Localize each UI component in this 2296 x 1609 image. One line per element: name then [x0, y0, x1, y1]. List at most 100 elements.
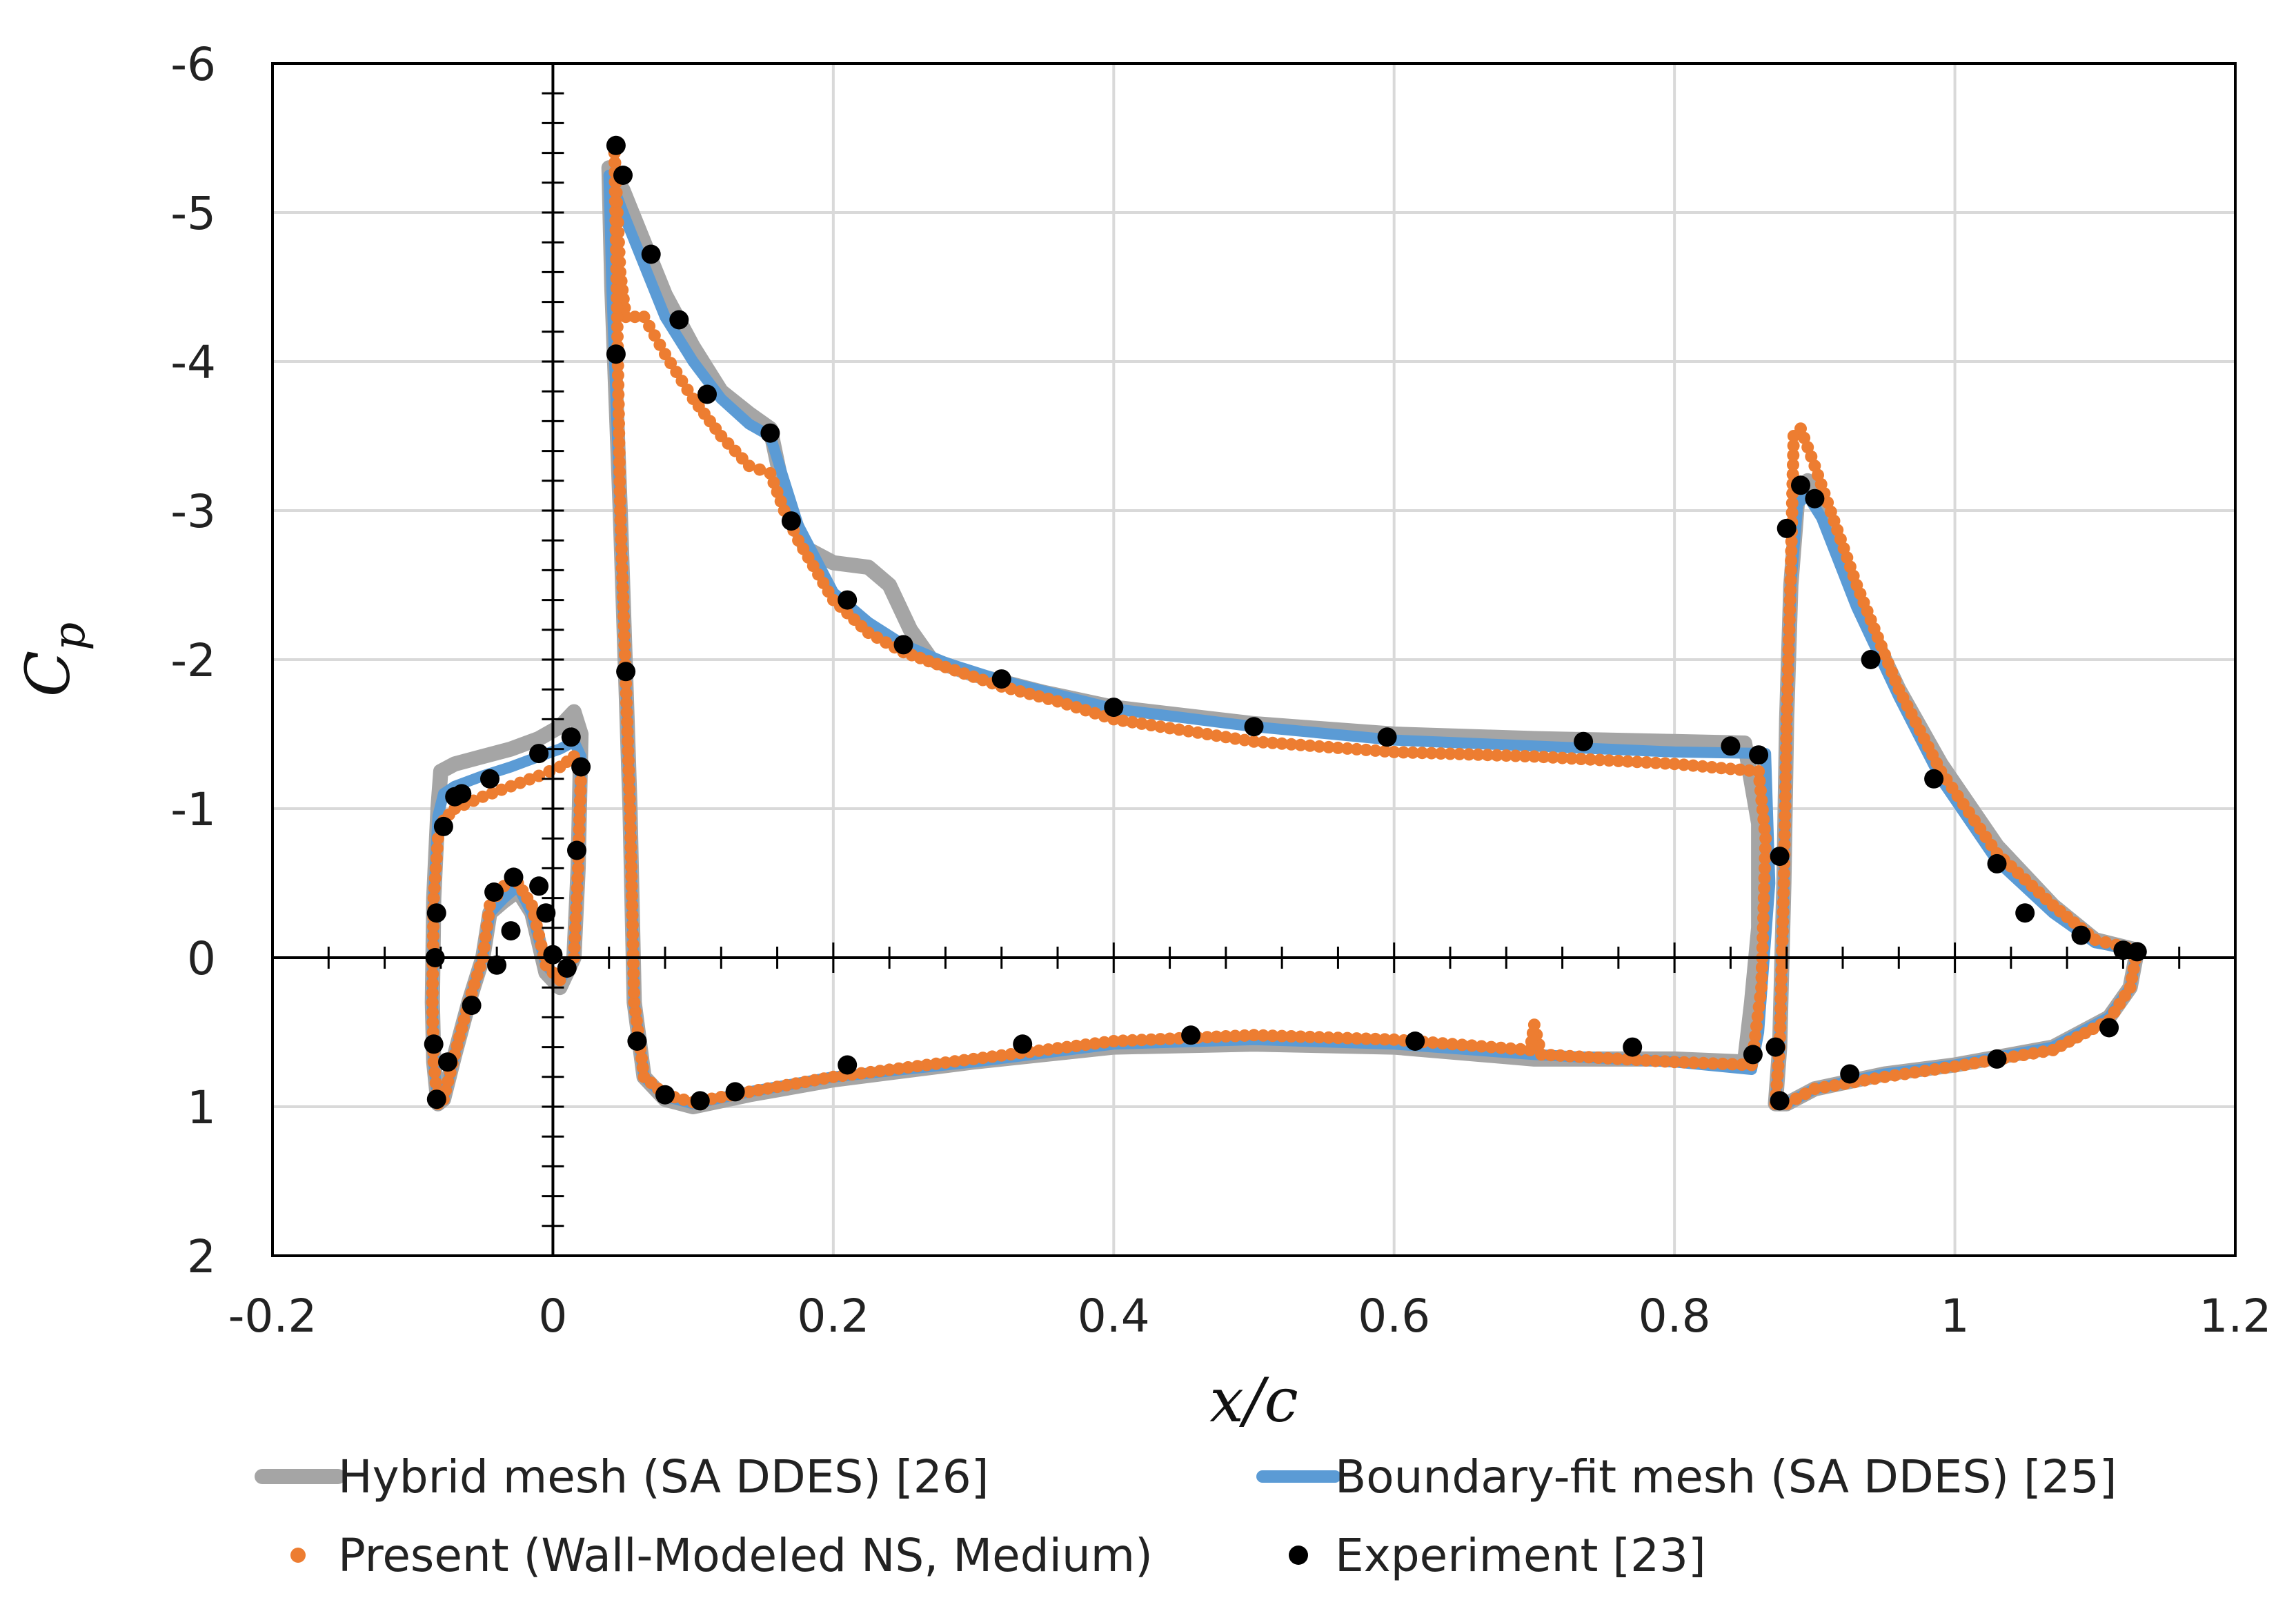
present-data-point [609, 224, 622, 237]
present-data-point [1668, 1056, 1681, 1069]
present-data-point [1257, 736, 1269, 749]
present-data-point [427, 929, 439, 942]
experiment-data-point [1840, 1064, 1860, 1084]
experiment-data-point [725, 1082, 745, 1102]
tick-labels: -0.2 0 0.2 0.4 0.6 0.8 1 1.2 -6 -5 -4 -3 -2 -1 0 1 2 [170, 38, 2271, 1343]
present-data-point [613, 466, 626, 478]
experiment-data-point [424, 1034, 444, 1054]
present-data-point [608, 185, 622, 198]
present-data-point [1779, 780, 1792, 793]
present-data-point [624, 851, 637, 864]
present-data-point [612, 397, 625, 411]
present-data-point [967, 1052, 980, 1065]
present-data-point [864, 1065, 877, 1078]
present-data-point [1735, 1058, 1748, 1071]
present-data-point [479, 930, 492, 943]
present-data-point [624, 822, 637, 835]
experiment-data-point [606, 135, 626, 155]
plot-area-frame [271, 62, 2237, 1257]
experiment-data-point [1405, 1031, 1425, 1051]
present-data-point [986, 1050, 999, 1063]
present-data-point [611, 301, 624, 314]
present-data-point [429, 862, 442, 875]
present-data-point [670, 366, 683, 379]
present-data-point [628, 996, 641, 1009]
present-data-point [620, 706, 633, 719]
present-data-point [2099, 936, 2112, 949]
experiment-data-point [504, 867, 524, 887]
present-data-point [1583, 1051, 1595, 1064]
present-data-point [929, 1057, 942, 1070]
present-data-point [1481, 749, 1494, 762]
present-data-point [530, 919, 543, 932]
present-data-point [1774, 992, 1788, 1005]
present-data-point [1758, 822, 1771, 836]
experiment-data-point [571, 757, 591, 777]
present-data-point [1858, 1074, 1871, 1087]
experiment-data-point [1861, 650, 1881, 669]
present-data-point [939, 1056, 952, 1069]
present-data-point [629, 310, 642, 324]
present-data-point [514, 776, 526, 789]
experiment-data-point [1749, 745, 1769, 765]
present-data-point [1603, 754, 1616, 767]
present-data-point [1757, 911, 1770, 925]
experiment-data-point [1244, 717, 1264, 737]
y-tick-label: -4 [170, 336, 216, 389]
present-data-point [1799, 1087, 1812, 1100]
present-data-point [627, 967, 640, 980]
present-data-point [2007, 1050, 2020, 1063]
present-data-point [1756, 941, 1769, 954]
present-data-point [630, 1014, 643, 1027]
present-data-point [643, 319, 656, 333]
present-data-point [609, 214, 622, 227]
series-layer [424, 135, 2147, 1114]
y-tick-label: 0 [187, 932, 216, 985]
experiment-data-point [760, 423, 780, 443]
present-data-point [617, 620, 631, 633]
series-3 [424, 135, 2147, 1111]
present-data-point [1200, 1031, 1214, 1044]
present-data-point [1787, 458, 1799, 471]
present-data-point [477, 940, 491, 954]
legend-label-present: Present (Wall-Modeled NS, Medium) [338, 1529, 1153, 1582]
present-data-point [1777, 877, 1790, 889]
present-data-point [799, 1076, 812, 1088]
experiment-data-point [480, 769, 499, 789]
present-data-point [1777, 867, 1790, 880]
present-data-point [1434, 747, 1447, 760]
present-data-point [1032, 1044, 1045, 1057]
present-data-point [1774, 1021, 1787, 1034]
present-data-point [1444, 747, 1456, 760]
present-data-point [1322, 1031, 1335, 1044]
present-data-point [1518, 750, 1532, 762]
legend: Hybrid mesh (SA DDES) [26] Boundary-fit … [255, 1450, 2117, 1582]
present-data-point [1777, 887, 1790, 899]
present-data-point [610, 262, 623, 275]
present-data-point [1485, 1040, 1498, 1054]
experiment-data-point [838, 590, 858, 610]
present-data-point [1783, 613, 1796, 626]
experiment-data-point [1013, 1034, 1033, 1054]
present-data-point [570, 902, 583, 914]
present-data-point [535, 939, 548, 951]
present-data-point [1759, 832, 1772, 845]
present-data-point [1790, 1092, 1803, 1105]
present-data-point [1229, 732, 1242, 745]
present-data-point [1750, 1020, 1763, 1033]
present-data-point [715, 1091, 728, 1103]
present-data-point [1785, 497, 1799, 510]
present-data-point [1779, 790, 1792, 803]
present-data-point [1785, 506, 1799, 520]
present-data-point [533, 929, 546, 942]
present-data-point [1774, 983, 1788, 996]
present-data-point [1697, 1056, 1710, 1069]
present-data-point [622, 735, 634, 748]
present-data-point [1313, 740, 1326, 753]
present-data-point [1427, 1036, 1439, 1049]
present-data-point [1556, 751, 1569, 764]
present-data-point [1707, 1057, 1719, 1070]
present-data-point [883, 1063, 896, 1076]
experiment-data-point [2099, 1018, 2119, 1038]
present-data-point [1621, 755, 1634, 768]
